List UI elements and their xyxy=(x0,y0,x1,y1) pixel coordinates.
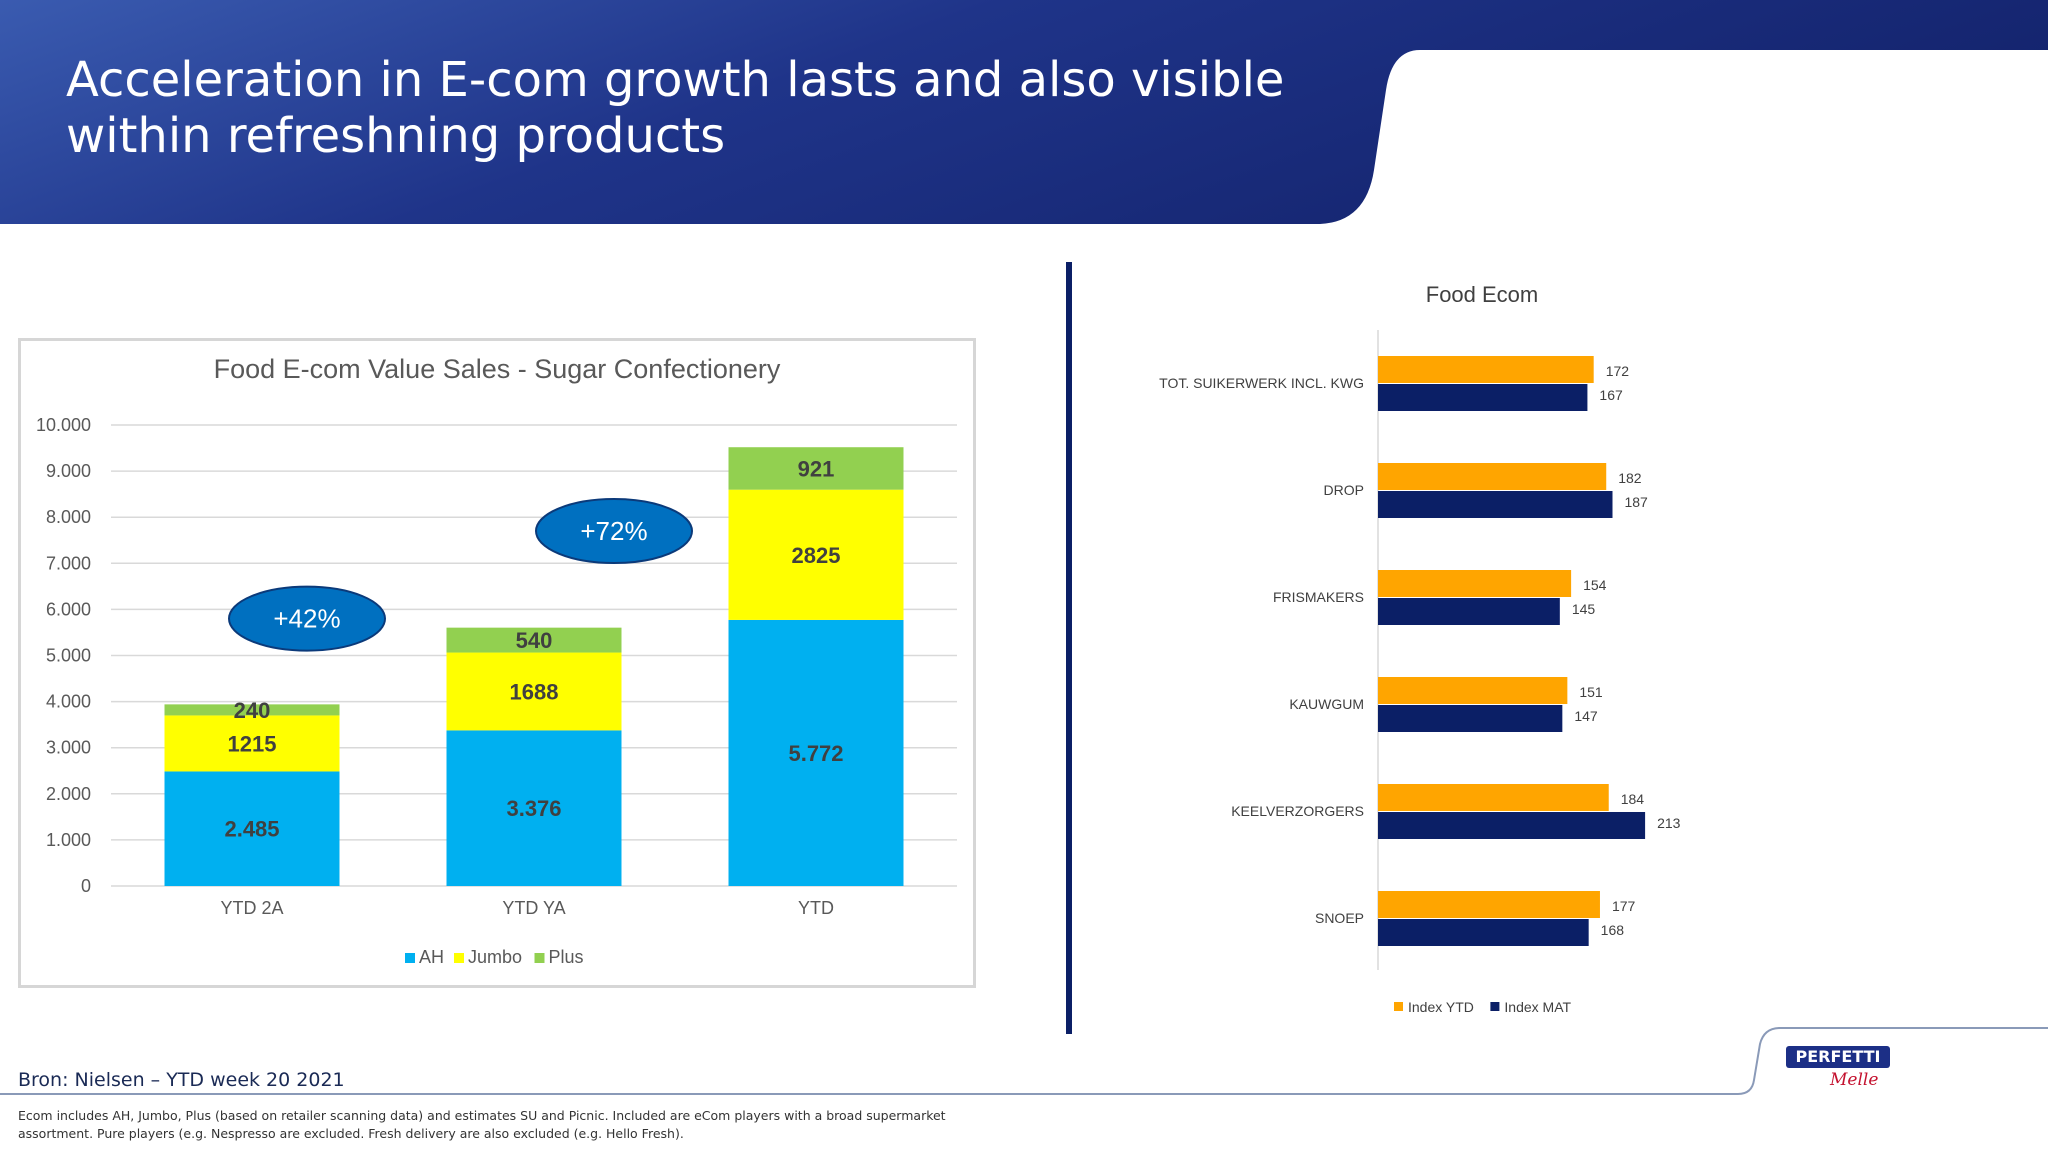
legend-label: Jumbo xyxy=(468,947,522,967)
category-label: FRISMAKERS xyxy=(1273,589,1364,605)
y-tick-label: 8.000 xyxy=(46,507,91,527)
page-title: Acceleration in E-com growth lasts and a… xyxy=(66,52,1285,164)
legend-swatch xyxy=(1490,1002,1500,1011)
data-label: 240 xyxy=(234,698,271,723)
perfetti-logo: PERFETTI Melle xyxy=(1786,1044,1890,1096)
bar-plus xyxy=(728,447,904,490)
category-label: KEELVERZORGERS xyxy=(1231,803,1364,819)
bar-index-mat xyxy=(1378,705,1563,732)
bubble-shape xyxy=(535,498,693,565)
bar-jumbo xyxy=(164,715,340,772)
chart-title: Food E-com Value Sales - Sugar Confectio… xyxy=(214,354,781,384)
bar-ah xyxy=(446,730,622,886)
data-label: 182 xyxy=(1618,470,1642,486)
bar-index-mat xyxy=(1378,491,1613,518)
data-label: 2.485 xyxy=(224,817,279,842)
legend-label: Plus xyxy=(549,947,584,967)
data-label: 167 xyxy=(1599,387,1623,403)
bar-ah xyxy=(164,771,340,886)
header-banner xyxy=(0,0,2048,224)
data-label: 177 xyxy=(1612,898,1636,914)
y-tick-label: 7.000 xyxy=(46,553,91,573)
bar-index-mat xyxy=(1378,384,1588,411)
data-label: 145 xyxy=(1572,601,1596,617)
logo-wordmark: PERFETTI xyxy=(1786,1046,1890,1068)
data-label: 147 xyxy=(1574,708,1598,724)
source-note: Bron: Nielsen – YTD week 20 2021 xyxy=(18,1069,345,1091)
bar-index-ytd xyxy=(1378,463,1607,490)
stacked-bar-chart: Food E-com Value Sales - Sugar Confectio… xyxy=(36,354,957,967)
category-label: KAUWGUM xyxy=(1289,696,1364,712)
data-label: 168 xyxy=(1601,922,1625,938)
data-label: 1215 xyxy=(228,731,277,756)
y-tick-label: 10.000 xyxy=(36,415,91,435)
bar-plus xyxy=(446,627,622,653)
bar-index-mat xyxy=(1378,919,1589,946)
data-label: 3.376 xyxy=(506,796,561,821)
category-label: DROP xyxy=(1324,482,1364,498)
y-tick-label: 3.000 xyxy=(46,738,91,758)
data-label: 1688 xyxy=(510,679,559,704)
data-label: 540 xyxy=(516,628,553,653)
data-label: 154 xyxy=(1583,577,1607,593)
y-tick-label: 6.000 xyxy=(46,599,91,619)
data-label: 921 xyxy=(798,456,835,481)
vertical-divider xyxy=(1066,262,1072,1034)
footnote: Ecom includes AH, Jumbo, Plus (based on … xyxy=(18,1108,946,1141)
bar-jumbo xyxy=(446,652,622,731)
y-tick-label: 1.000 xyxy=(46,830,91,850)
growth-bubble: +42% xyxy=(228,585,386,652)
y-tick-label: 2.000 xyxy=(46,784,91,804)
bar-index-mat xyxy=(1378,812,1646,839)
legend-label: Index YTD xyxy=(1408,999,1474,1015)
data-label: 213 xyxy=(1657,815,1681,831)
data-label: 151 xyxy=(1579,684,1603,700)
x-tick-label: YTD YA xyxy=(502,898,565,918)
y-tick-label: 0 xyxy=(81,876,91,896)
data-label: 184 xyxy=(1621,791,1645,807)
bar-ah xyxy=(728,619,904,886)
bar-index-ytd xyxy=(1378,356,1594,383)
category-label: TOT. SUIKERWERK INCL. KWG xyxy=(1159,375,1364,391)
bar-plus xyxy=(164,704,340,716)
bar-index-ytd xyxy=(1378,570,1572,597)
x-tick-label: YTD xyxy=(798,898,834,918)
data-label: 5.772 xyxy=(788,741,843,766)
bar-index-ytd xyxy=(1378,784,1609,811)
bar-index-mat xyxy=(1378,598,1560,625)
growth-label: +42% xyxy=(273,604,340,634)
bar-index-ytd xyxy=(1378,891,1600,918)
x-tick-label: YTD 2A xyxy=(220,898,283,918)
legend-swatch xyxy=(454,953,464,963)
data-label: 2825 xyxy=(792,543,841,568)
data-label: 187 xyxy=(1624,494,1648,510)
growth-label: +72% xyxy=(580,516,647,546)
bubble-shape xyxy=(228,585,386,652)
y-tick-label: 5.000 xyxy=(46,646,91,666)
y-tick-label: 9.000 xyxy=(46,461,91,481)
chart-frame-value-sales: Food E-com Value Sales - Sugar Confectio… xyxy=(18,338,976,988)
data-label: 172 xyxy=(1606,363,1630,379)
logo-script: Melle xyxy=(1830,1070,1879,1090)
growth-bubble: +72% xyxy=(535,498,693,565)
legend-label: Index MAT xyxy=(1504,999,1571,1015)
legend-swatch xyxy=(534,953,545,963)
chart-title: Food Ecom xyxy=(1426,282,1539,307)
legend-swatch xyxy=(405,953,415,963)
bar-index-ytd xyxy=(1378,677,1568,704)
bar-jumbo xyxy=(728,489,904,620)
y-tick-label: 4.000 xyxy=(46,692,91,712)
legend-swatch xyxy=(1394,1002,1403,1011)
category-label: SNOEP xyxy=(1315,910,1364,926)
legend-label: AH xyxy=(419,947,444,967)
